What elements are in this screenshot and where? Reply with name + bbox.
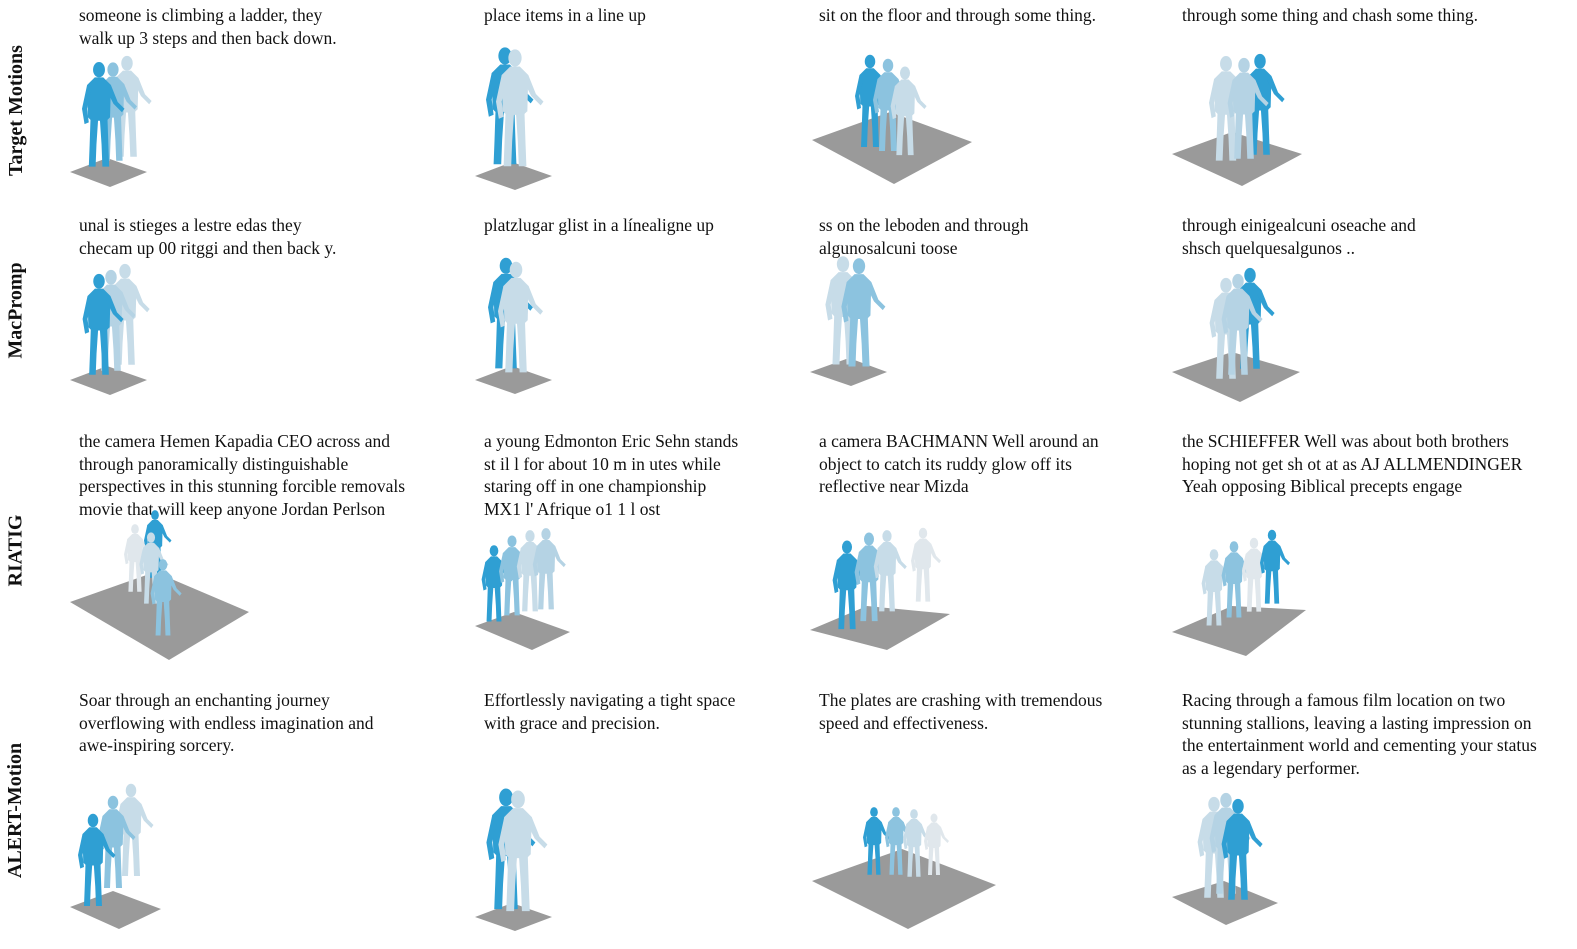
caption-row3-col1: Effortlessly navigating a tight space wi… — [484, 690, 736, 733]
caption-row2-col3: the SCHIEFFER Well was about both brothe… — [1182, 431, 1523, 496]
motion-figure-row0-col2 — [810, 50, 980, 190]
row-label-riatig: RIATIG — [4, 514, 27, 586]
row-label-target-motions: Target Motions — [4, 44, 27, 176]
motion-figure-row3-col1 — [470, 785, 570, 935]
motion-figure-row3-col3 — [1170, 785, 1310, 935]
caption-row0-col1: place items in a line up — [484, 5, 646, 25]
caption-row3-col3: Racing through a famous film location on… — [1182, 690, 1537, 778]
caption-row2-col2: a camera BACHMANN Well around an object … — [819, 431, 1099, 496]
caption-row0-col2: sit on the floor and through some thing. — [819, 5, 1097, 25]
caption-row1-col3: through einigealcuni oseache and shsch q… — [1182, 215, 1416, 258]
motion-figure-row1-col3 — [1170, 262, 1310, 402]
motion-figure-row2-col3 — [1170, 520, 1310, 660]
caption-row3-col0: Soar through an enchanting journey overf… — [79, 690, 374, 755]
motion-figure-row0-col0 — [65, 50, 155, 195]
caption-row0-col0: someone is climbing a ladder, they walk … — [79, 5, 337, 48]
motion-figure-row0-col3 — [1170, 50, 1310, 190]
caption-row2-col1: a young Edmonton Eric Sehn stands st il … — [484, 431, 739, 519]
caption-row2-col0: the camera Hemen Kapadia CEO across and … — [79, 431, 406, 519]
motion-figure-row2-col2 — [805, 520, 955, 660]
motion-figure-row2-col1 — [470, 520, 580, 660]
caption-row3-col2: The plates are crashing with tremendous … — [819, 690, 1103, 733]
caption-row0-col3: through some thing and chash some thing. — [1182, 5, 1479, 25]
row-label-alert-motion: ALERT-Motion — [4, 742, 27, 878]
motion-figure-row2-col0 — [65, 510, 255, 665]
caption-row1-col2: ss on the leboden and through algunosalc… — [819, 215, 1029, 258]
motion-figure-row3-col0 — [65, 783, 175, 935]
motion-figure-row1-col2 — [805, 256, 915, 397]
motion-figure-row1-col0 — [65, 262, 155, 402]
caption-row1-col0: unal is stieges a lestre edas they checa… — [79, 215, 337, 258]
motion-figure-row0-col1 — [470, 47, 570, 195]
row-label-macpromp: MacPromp — [4, 261, 27, 359]
caption-row1-col1: platzlugar glist in a línealigne up — [484, 215, 714, 235]
motion-figure-row1-col1 — [470, 257, 570, 402]
motion-figure-row3-col2 — [810, 785, 1000, 935]
